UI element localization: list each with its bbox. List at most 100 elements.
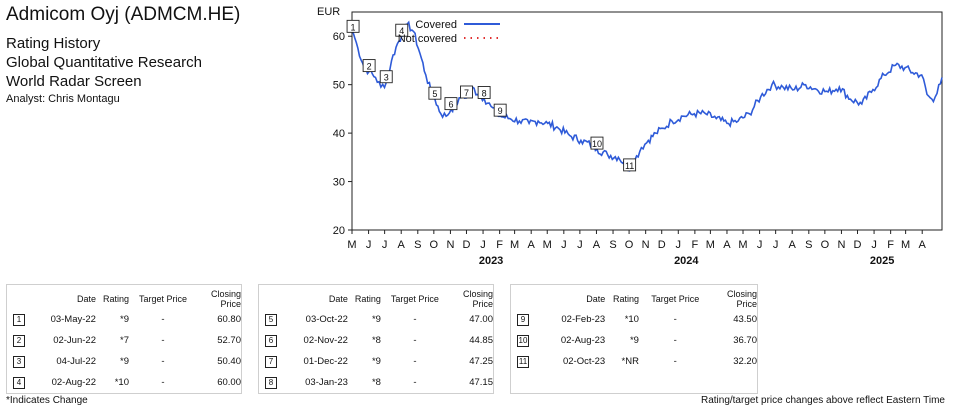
row-closing-price: 50.40 [217, 356, 241, 367]
rating-marker-label: 10 [592, 139, 602, 149]
x-tick-label: S [609, 239, 616, 251]
page-title: Admicom Oyj (ADMCM.HE) [6, 4, 241, 25]
header-date: Date [76, 294, 96, 304]
year-label: 2023 [479, 255, 503, 267]
row-date: 04-Jul-22 [56, 356, 96, 367]
row-target-price: - [673, 335, 677, 346]
x-tick-label: J [757, 239, 763, 251]
row-target-price: - [413, 335, 417, 346]
x-tick-label: N [642, 239, 650, 251]
price-line [352, 20, 943, 172]
x-tick-label: J [676, 239, 682, 251]
table-row: 6 02-Nov-22 *8 - 44.85 [259, 330, 493, 351]
rating-marker-label: 8 [482, 88, 487, 98]
subtitle-screen: World Radar Screen [6, 73, 142, 90]
x-tick-label: A [919, 239, 927, 251]
row-closing-price: 60.80 [217, 314, 241, 325]
x-tick-label: A [398, 239, 406, 251]
rating-marker-label: 5 [432, 89, 437, 99]
x-tick-label: J [480, 239, 486, 251]
rating-marker-label: 1 [351, 22, 356, 32]
x-tick-label: M [347, 239, 356, 251]
x-tick-label: J [382, 239, 388, 251]
x-tick-label: J [773, 239, 779, 251]
x-tick-label: J [577, 239, 583, 251]
x-tick-label: D [462, 239, 470, 251]
table-row: 10 02-Aug-23 *9 - 36.70 [511, 330, 757, 351]
x-tick-label: A [723, 239, 731, 251]
y-tick-label: 50 [333, 80, 345, 92]
row-closing-price: 47.00 [469, 314, 493, 325]
rating-marker [395, 23, 409, 37]
report-header: Admicom Oyj (ADMCM.HE) Rating History Gl… [6, 4, 240, 105]
rating-marker [623, 158, 637, 172]
rating-marker-number: 1 [13, 313, 25, 326]
rating-marker-label: 6 [448, 100, 453, 110]
row-closing-price: 43.50 [733, 314, 757, 325]
footnote-time: Rating/target price changes above reflec… [700, 395, 945, 406]
rating-marker-number: 5 [265, 313, 277, 326]
plot-frame [351, 11, 943, 231]
rating-marker-number: 2 [13, 334, 25, 347]
x-tick-label: O [625, 239, 634, 251]
header-closing-price: Closing Price [462, 289, 493, 309]
legend-label-not-covered: Not covered [398, 33, 457, 45]
rating-marker-label: 2 [367, 62, 372, 72]
row-rating: *NR [621, 356, 639, 367]
row-closing-price: 47.25 [469, 356, 493, 367]
footnote-change: *Indicates Change [6, 395, 88, 406]
rating-table-2: Date Rating Target Price Closing Price 5 03-O… [259, 285, 493, 393]
header-date: Date [328, 294, 348, 304]
row-date: 02-Nov-22 [303, 335, 348, 346]
rating-table-panel-3: Date Rating Target Price Closing Price 9 02-F… [510, 284, 758, 394]
row-rating: *9 [371, 356, 381, 367]
year-label: 2025 [870, 255, 894, 267]
subtitle-rating-history: Rating History [6, 35, 101, 52]
row-date: 02-Jun-22 [53, 335, 96, 346]
x-tick-label: F [496, 239, 503, 251]
row-closing-price: 47.15 [469, 377, 493, 388]
x-tick-label: M [901, 239, 910, 251]
x-tick-label: M [738, 239, 747, 251]
rating-table-panel-1: Date Rating Target Price Closing Price 1 03-M… [6, 284, 242, 394]
row-target-price: - [161, 335, 165, 346]
header-target-price: Target Price [651, 294, 700, 304]
year-label: 2024 [674, 255, 699, 267]
table-row: 5 03-Oct-22 *9 - 47.00 [259, 309, 493, 330]
table-row: 11 02-Oct-23 *NR - 32.20 [511, 351, 757, 372]
x-tick-label: O [430, 239, 439, 251]
rating-table-panel-2: Date Rating Target Price Closing Price 5 03-O… [258, 284, 494, 394]
rating-marker-number: 3 [13, 355, 25, 368]
subtitle-research: Global Quantitative Research [6, 54, 202, 71]
rating-marker-number: 9 [517, 313, 529, 326]
row-target-price: - [413, 356, 417, 367]
row-date: 03-May-22 [50, 314, 96, 325]
table-row: 3 04-Jul-22 *9 - 50.40 [7, 351, 241, 372]
row-date: 02-Oct-23 [562, 356, 606, 367]
row-target-price: - [161, 356, 165, 367]
x-tick-label: J [561, 239, 567, 251]
row-rating: *8 [371, 377, 381, 388]
row-date: 02-Aug-23 [560, 335, 606, 346]
row-closing-price: 32.20 [733, 356, 757, 367]
x-tick-label: M [543, 239, 552, 251]
row-target-price: - [161, 314, 165, 325]
row-target-price: - [413, 377, 417, 388]
rating-marker [477, 86, 491, 99]
y-tick-label: 20 [333, 225, 345, 237]
row-target-price: - [673, 314, 677, 325]
table-row: 4 02-Aug-22 *10 - 60.00 [7, 372, 241, 393]
row-date: 02-Feb-23 [561, 314, 606, 325]
x-tick-label: N [446, 239, 454, 251]
table-row: 7 01-Dec-22 *9 - 47.25 [259, 351, 493, 372]
table-row: 1 03-May-22 *9 - 60.80 [7, 309, 241, 330]
header-date: Date [586, 294, 606, 304]
x-tick-label: M [510, 239, 519, 251]
rating-marker-number: 10 [517, 334, 529, 347]
rating-marker-label: 9 [498, 106, 503, 116]
rating-marker-number: 4 [13, 376, 25, 389]
rating-marker [444, 97, 458, 111]
x-tick-label: M [706, 239, 715, 251]
x-tick-label: N [837, 239, 845, 251]
